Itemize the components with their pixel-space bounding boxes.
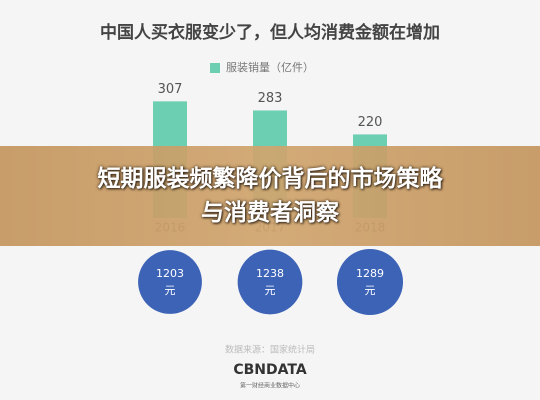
banner-line: 短期服装频繁降价背后的市场策略 — [97, 166, 443, 192]
bubble-label: 1289 — [356, 267, 384, 280]
bubble-label: 1203 — [156, 267, 184, 280]
value-label: 220 — [358, 115, 383, 130]
logo: CBNDATA — [233, 362, 306, 378]
bubble — [138, 250, 202, 314]
bubble-unit: 元 — [365, 284, 376, 297]
bubble-unit: 元 — [165, 284, 176, 297]
value-label: 283 — [258, 91, 283, 106]
legend-label: 服装销量（亿件） — [226, 60, 314, 74]
banner: 短期服装频繁降价背后的市场策略 与消费者洞察 — [0, 146, 540, 246]
legend-swatch — [210, 63, 220, 73]
source: 数据来源：国家统计局 — [225, 344, 315, 356]
chart-title: 中国人买衣服变少了，但人均消费金额在增加 — [100, 22, 440, 43]
value-label: 307 — [158, 82, 183, 97]
banner-line: 与消费者洞察 — [201, 200, 339, 226]
bubble — [237, 249, 303, 315]
bubble-unit: 元 — [265, 284, 276, 297]
bubble — [336, 248, 404, 316]
logo-subtitle: 第一财经商业数据中心 — [240, 382, 300, 390]
bubble-label: 1238 — [256, 267, 284, 280]
